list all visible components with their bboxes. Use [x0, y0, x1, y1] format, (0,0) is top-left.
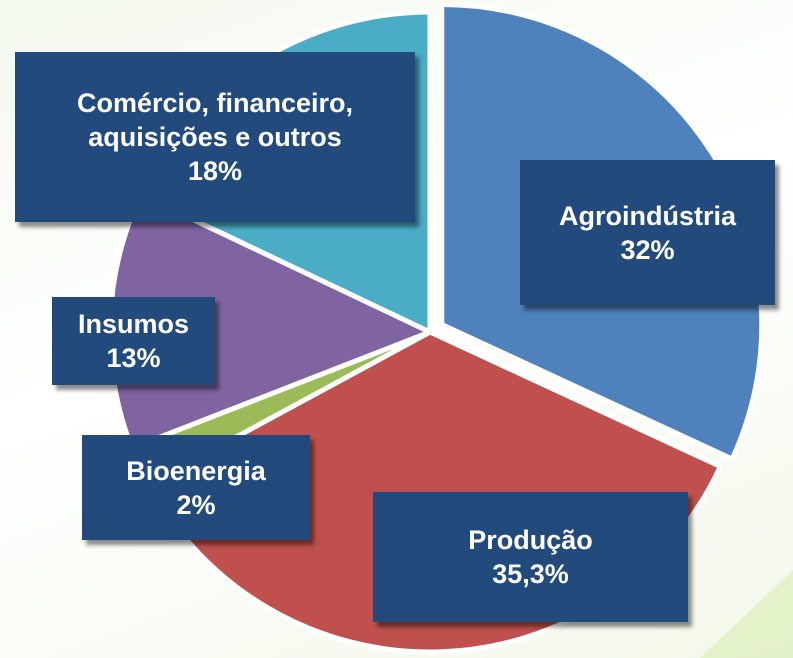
- value-label: 13%: [106, 343, 161, 373]
- category-name: Comércio, financeiro, aquisições e outro…: [76, 88, 354, 152]
- category-name: Insumos: [77, 309, 190, 339]
- value-label: 18%: [187, 156, 243, 186]
- slice-label: Bioenergia 2%: [82, 435, 310, 540]
- category-name: Bioenergia: [126, 455, 266, 486]
- slice-label: Insumos 13%: [52, 297, 215, 385]
- category-name: Agroindústria: [558, 200, 736, 231]
- value-label: 2%: [176, 489, 216, 520]
- value-label: 32%: [620, 234, 675, 265]
- category-name: Produção: [468, 525, 593, 555]
- slice-label: Agroindústria 32%: [520, 160, 775, 305]
- decoration: [700, 570, 793, 658]
- value-label: 35,3%: [492, 559, 569, 589]
- slice-label: Produção 35,3%: [373, 492, 688, 622]
- slice-label: Comércio, financeiro, aquisições e outro…: [15, 52, 415, 222]
